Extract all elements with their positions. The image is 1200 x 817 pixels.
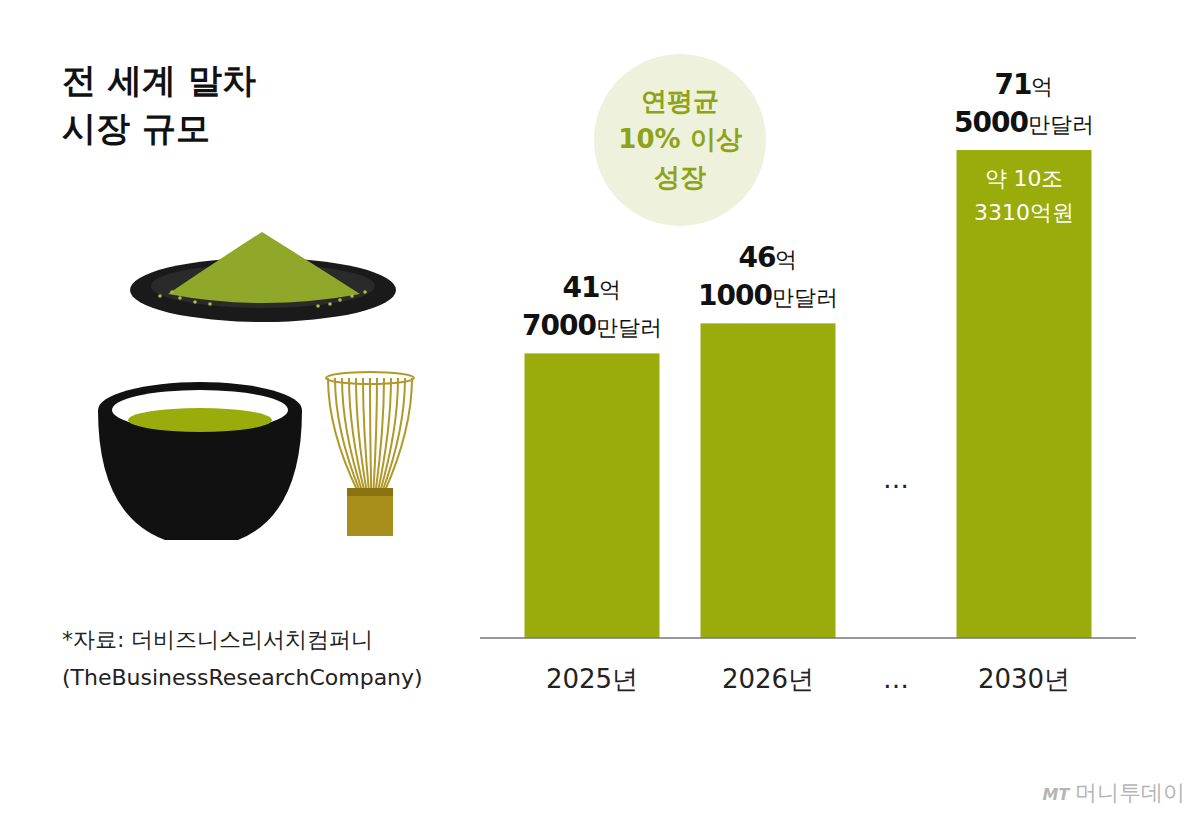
x-tick-label: …	[883, 664, 909, 694]
data-label-part: 1000	[698, 279, 772, 312]
source: *자료: 더비즈니스리서치컴퍼니 (TheBusinessResearchComp…	[62, 627, 423, 690]
gap-marker-line: …	[883, 464, 909, 494]
powder-speck	[178, 296, 182, 300]
powder-speck	[350, 294, 354, 298]
growth-note-line: 연평균	[641, 86, 719, 116]
krw-note: 약 10조 3310억원	[974, 166, 1074, 225]
bar	[701, 323, 836, 638]
whisk-prong	[373, 378, 377, 492]
whisk-prong	[382, 378, 405, 492]
data-label-part: 5000	[954, 106, 1028, 139]
data-label-part: 억	[1031, 74, 1053, 99]
whisk-band	[347, 488, 393, 496]
x-tick-label: 2025년	[546, 664, 638, 694]
powder-speck	[338, 298, 342, 302]
whisk-prong	[363, 378, 369, 492]
bowl-tea	[128, 408, 272, 432]
powder-speck	[170, 290, 174, 294]
whisk-prong	[370, 378, 371, 492]
data-label-part: 만달러	[596, 315, 662, 340]
illustration	[98, 232, 414, 540]
powder-speck	[193, 300, 197, 304]
credit-name: 머니투데이	[1075, 780, 1185, 805]
data-label-part: 억	[775, 247, 797, 272]
powder-speck	[363, 290, 367, 294]
chart-svg: 전 세계 말차시장 규모 *자료: 더비즈니스리서치컴퍼니 (TheBusiness…	[0, 0, 1200, 817]
data-label-part: 억	[599, 277, 621, 302]
credit-logo: MT	[1043, 785, 1075, 804]
data-label-part: 71	[995, 68, 1032, 101]
whisk-prong	[376, 378, 384, 492]
credit: MT 머니투데이	[1043, 780, 1185, 805]
growth-note: 연평균 10% 이상성장	[618, 86, 741, 192]
data-label-part: 46	[739, 241, 776, 274]
bars	[525, 150, 1092, 638]
data-label: 46억1000만달러	[698, 241, 838, 312]
growth-bubble	[594, 54, 766, 226]
data-label-part: 만달러	[1028, 112, 1094, 137]
source-line: (TheBusinessResearchCompany)	[62, 665, 423, 690]
source-line: *자료: 더비즈니스리서치컴퍼니	[62, 627, 373, 652]
bar	[525, 353, 660, 638]
data-label: 41억7000만달러	[522, 271, 662, 342]
x-tick-label: 2030년	[978, 664, 1070, 694]
title-line: 전 세계 말차	[62, 60, 256, 100]
data-label: 71억5000만달러	[954, 68, 1094, 139]
baseline	[480, 637, 1136, 639]
powder-speck	[208, 302, 212, 306]
krw-note-line: 3310억원	[974, 200, 1074, 225]
chart-container: 전 세계 말차시장 규모 *자료: 더비즈니스리서치컴퍼니 (TheBusiness…	[0, 0, 1200, 817]
title: 전 세계 말차시장 규모	[62, 60, 256, 148]
x-tick-label: 2026년	[722, 664, 814, 694]
powder-speck	[328, 302, 332, 306]
whisk-top	[326, 372, 414, 384]
growth-note-line: 10% 이상	[618, 124, 741, 154]
growth-note-line: 성장	[654, 162, 706, 192]
krw-note-line: 약 10조	[985, 166, 1064, 191]
data-label-part: 7000	[522, 309, 596, 342]
bowl-rim	[98, 382, 302, 438]
gap-marker: …	[883, 464, 909, 494]
data-label-part: 41	[563, 271, 600, 304]
whisk-handle	[347, 488, 393, 536]
powder-speck	[316, 304, 320, 308]
whisk-prong	[384, 378, 412, 492]
data-label-part: 만달러	[772, 285, 838, 310]
title-line: 시장 규모	[62, 108, 210, 148]
background	[0, 0, 1200, 817]
powder-speck	[158, 294, 162, 298]
powder	[168, 232, 360, 303]
bar	[957, 150, 1092, 638]
